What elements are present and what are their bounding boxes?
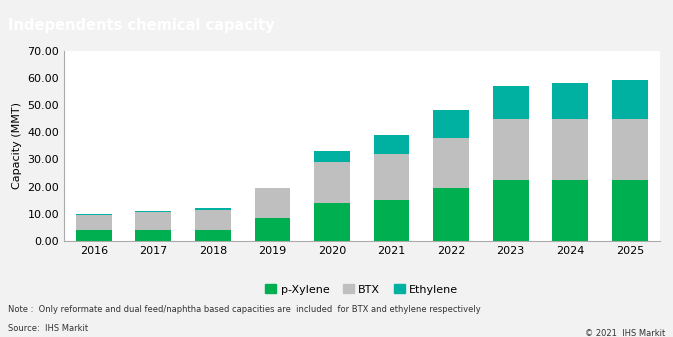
Bar [612,119,647,180]
Bar [612,81,647,119]
Bar [135,230,171,241]
Bar [433,111,469,137]
Legend: p-Xylene, BTX, Ethylene: p-Xylene, BTX, Ethylene [260,280,463,299]
Bar [612,180,647,241]
Bar [374,200,409,241]
Bar [553,83,588,119]
Bar [195,210,231,230]
Bar [135,212,171,230]
Bar [314,162,350,203]
Bar [314,151,350,162]
Text: Independents chemical capacity: Independents chemical capacity [8,18,275,33]
Bar [433,188,469,241]
Bar [433,137,469,188]
Bar [195,208,231,210]
Bar [314,203,350,241]
Bar [374,135,409,154]
Text: © 2021  IHS Markit: © 2021 IHS Markit [585,329,665,337]
Bar [374,154,409,200]
Bar [254,218,290,241]
Bar [76,214,112,215]
Bar [254,188,290,218]
Bar [76,215,112,230]
Y-axis label: Capacity (MMT): Capacity (MMT) [11,102,22,189]
Text: Source:  IHS Markit: Source: IHS Markit [8,324,88,333]
Text: Note :  Only reformate and dual feed/naphtha based capacities are  included  for: Note : Only reformate and dual feed/naph… [8,305,481,314]
Bar [553,119,588,180]
Bar [135,211,171,212]
Bar [493,180,528,241]
Bar [493,86,528,119]
Bar [493,119,528,180]
Bar [195,230,231,241]
Bar [76,230,112,241]
Bar [553,180,588,241]
